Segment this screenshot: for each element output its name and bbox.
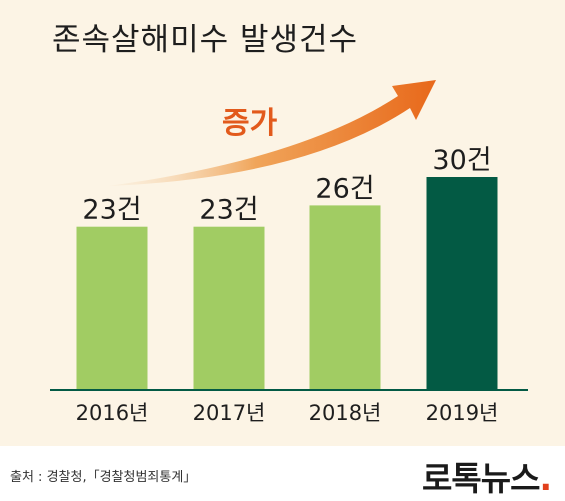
value-label-2: 26건 <box>315 173 374 204</box>
chart-area: 증가 23건 23건 26건 30건 2016년 2017년 2018년 2019년 <box>50 80 528 425</box>
value-label-1: 23건 <box>199 195 258 226</box>
logo-dot: . <box>539 459 552 498</box>
category-label-2: 2018년 <box>309 401 382 425</box>
trend-arrow <box>108 80 436 186</box>
bar-2 <box>309 205 381 390</box>
trend-annotation: 증가 <box>222 106 278 141</box>
category-label-1: 2017년 <box>193 401 266 425</box>
category-label-0: 2016년 <box>76 401 149 425</box>
source-text: 출처 : 경찰청,「경찰청범죄통계」 <box>10 470 197 485</box>
logo-text: 로톡뉴스 <box>422 459 540 498</box>
chart-title: 존속살해미수 발생건수 <box>52 22 359 58</box>
bar-1 <box>193 226 265 390</box>
value-label-0: 23건 <box>82 195 141 226</box>
footer: 출처 : 경찰청,「경찰청범죄통계」 로톡뉴스. <box>0 446 565 501</box>
bar-0 <box>76 226 148 390</box>
bar-3 <box>426 177 498 390</box>
value-label-3: 30건 <box>432 145 491 176</box>
brand-logo: 로톡뉴스. <box>422 452 552 500</box>
category-label-3: 2019년 <box>426 401 499 425</box>
